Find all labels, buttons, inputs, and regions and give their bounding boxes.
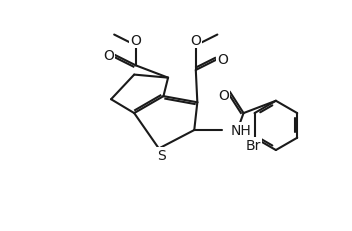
- Text: O: O: [130, 34, 141, 48]
- Text: S: S: [158, 149, 166, 163]
- Text: O: O: [190, 34, 201, 48]
- Text: O: O: [218, 88, 229, 102]
- Text: NH: NH: [231, 124, 251, 137]
- Text: O: O: [103, 48, 114, 62]
- Text: O: O: [217, 53, 228, 67]
- Text: Br: Br: [245, 139, 261, 153]
